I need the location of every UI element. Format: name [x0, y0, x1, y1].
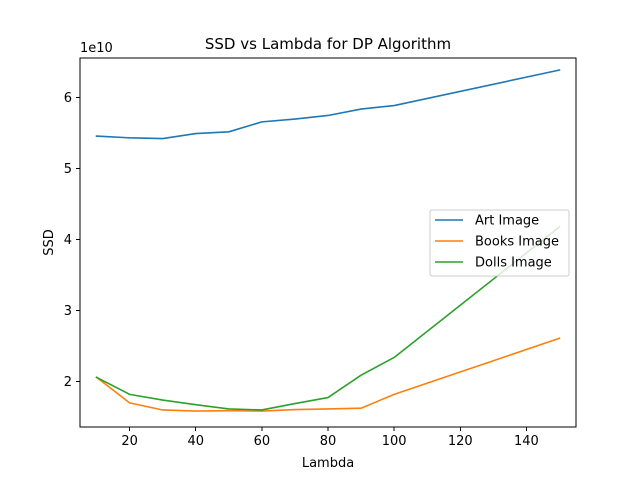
x-axis-ticks: 20 40 60 80 100 120 140	[121, 427, 539, 449]
x-tick-label: 120	[448, 434, 473, 449]
series-layer	[95, 69, 561, 412]
series-line-dolls-image	[95, 225, 561, 411]
legend-frame	[429, 209, 570, 277]
chart-title: SSD vs Lambda for DP Algorithm	[205, 35, 451, 53]
y-tick-label: 5	[64, 162, 72, 177]
x-tick-label: 40	[187, 434, 204, 449]
legend-label-dolls-image: Dolls Image	[475, 256, 552, 271]
x-tick-label: 140	[514, 434, 539, 449]
x-tick-label: 60	[254, 434, 271, 449]
legend-label-art-image: Art Image	[475, 214, 539, 229]
y-tick-label: 2	[64, 375, 72, 390]
x-tick-label: 100	[382, 434, 407, 449]
series-line-art-image	[95, 69, 561, 140]
y-tick-label: 3	[64, 304, 72, 319]
y-axis-ticks: 2 3 4 5 6	[64, 91, 80, 390]
legend: Art Image Books Image Dolls Image	[429, 209, 570, 277]
y-tick-label: 6	[64, 91, 72, 106]
x-tick-label: 20	[121, 434, 138, 449]
series-line-books-image	[95, 337, 561, 412]
x-axis-title: Lambda	[302, 456, 354, 471]
y-tick-label: 4	[64, 233, 72, 248]
x-tick-label: 80	[320, 434, 337, 449]
y-axis-scale-label: 1e10	[80, 41, 113, 56]
y-axis-title: SSD	[42, 229, 57, 256]
legend-label-books-image: Books Image	[475, 235, 559, 250]
